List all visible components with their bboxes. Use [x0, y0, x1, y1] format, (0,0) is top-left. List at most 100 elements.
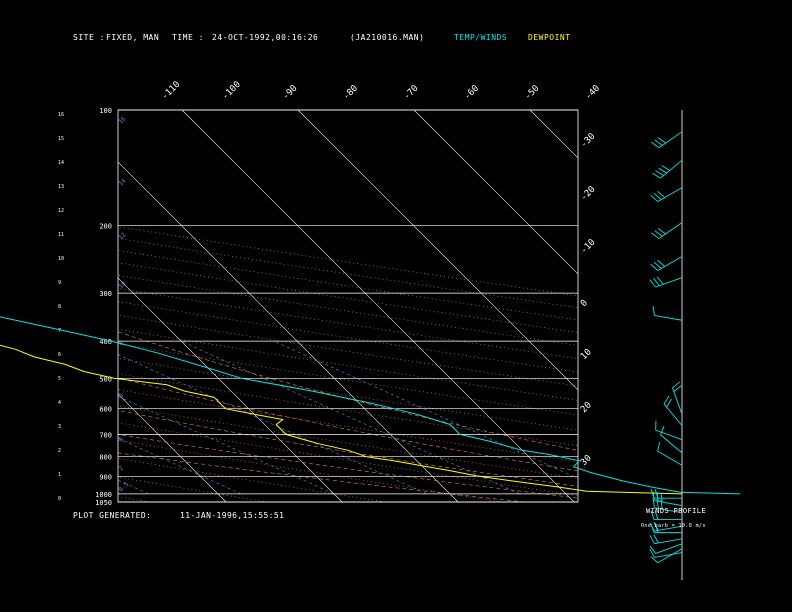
- wind-barb-stroke: [657, 256, 683, 271]
- wind-barb-stroke: [657, 187, 683, 202]
- wind-barb-stroke: [658, 222, 683, 239]
- file-name: (JA210016.MAN): [350, 33, 425, 42]
- mixing-ratio-line: [118, 437, 242, 495]
- moist-adiabat-line: [118, 377, 578, 472]
- isotherm-top-label: -50: [523, 84, 542, 103]
- moist-adiabat-line: [118, 331, 578, 451]
- wind-barb: [649, 276, 683, 288]
- plot-generated-label: PLOT GENERATED:: [73, 511, 152, 520]
- height-tick-label: 2: [58, 448, 61, 454]
- mixing-ratio-line: [118, 354, 427, 495]
- isotherm-line: [181, 110, 575, 502]
- wind-barb-stroke: [651, 141, 660, 149]
- isotherm-right-label: 30: [579, 453, 594, 468]
- wind-barb-stroke: [654, 230, 663, 237]
- isotherm-right-label: 0: [579, 298, 590, 309]
- wind-barb-stroke: [657, 441, 661, 452]
- dry-adiabat-line: [118, 226, 578, 297]
- dry-adiabat-line: [118, 275, 578, 346]
- pressure-tick-label: 600: [99, 406, 112, 414]
- wind-barb-stroke: [666, 398, 672, 408]
- height-tick-label: 3: [58, 424, 61, 430]
- wind-barb-stroke: [663, 395, 670, 405]
- isotherm-top-label: -40: [584, 84, 603, 103]
- wind-barb-stroke: [650, 263, 659, 271]
- wind-barb: [663, 395, 683, 426]
- mixing-ratio-line: [273, 340, 578, 479]
- wind-barb-stroke: [654, 139, 663, 146]
- isotherm-top-label: -60: [463, 84, 482, 103]
- wind-barb-stroke: [654, 552, 683, 558]
- wind-barb: [649, 521, 683, 532]
- altitude-label: 0.5: [117, 481, 130, 494]
- wind-barb-stroke: [652, 305, 655, 316]
- wind-barb-stroke: [673, 385, 682, 392]
- wind-barb: [650, 510, 682, 521]
- dry-adiabat-line: [118, 301, 578, 373]
- wind-barb-stroke: [650, 510, 655, 520]
- isotherm-line: [297, 110, 578, 391]
- wind-barb-stroke: [672, 381, 681, 389]
- wind-barb-stroke: [653, 534, 659, 544]
- pressure-tick-label: 200: [99, 223, 112, 231]
- isotherm-top-label: -80: [342, 84, 361, 103]
- wind-barb-stroke: [657, 227, 666, 235]
- height-tick-label: 5: [58, 376, 61, 382]
- dry-adiabat-line: [118, 389, 578, 463]
- pressure-tick-label: 100: [99, 107, 112, 115]
- dry-adiabat-line: [118, 287, 578, 359]
- time-value: 24-OCT-1992,00:16:26: [212, 33, 319, 42]
- wind-barb-stroke: [660, 425, 665, 436]
- wind-barb-stroke: [656, 499, 659, 509]
- wind-barb-stroke: [657, 137, 666, 144]
- dry-adiabat-line: [118, 405, 578, 479]
- wind-barb-stroke: [653, 521, 659, 531]
- isotherm-right-label: -30: [579, 132, 598, 151]
- winds-profile-title: WINDS PROFILE: [646, 507, 706, 515]
- pressure-tick-label: 300: [99, 290, 112, 298]
- wind-barb-stroke: [650, 488, 655, 499]
- wind-barb: [651, 222, 683, 239]
- site-value: FIXED, MAN: [106, 33, 160, 42]
- wind-barb-stroke: [660, 499, 663, 510]
- pressure-tick-label: 700: [99, 431, 112, 439]
- isotherm-right-label: -10: [579, 238, 598, 257]
- wind-barb-stroke: [655, 170, 664, 177]
- dry-adiabat-line: [118, 476, 268, 502]
- dry-adiabat-line: [118, 262, 578, 333]
- wind-barb-stroke: [653, 192, 662, 200]
- isotherm-line: [646, 110, 792, 502]
- plot-frame: [117, 109, 579, 503]
- wind-barb-stroke: [653, 261, 662, 269]
- isotherm-line: [762, 110, 792, 502]
- isotherm-line: [118, 161, 459, 502]
- wind-barb-stroke: [649, 545, 657, 554]
- wind-barb-stroke: [655, 543, 683, 554]
- wind-barb: [652, 305, 683, 321]
- wind-barb: [650, 488, 682, 499]
- dry-adiabat-line: [118, 496, 150, 502]
- wind-barb-stroke: [649, 522, 655, 532]
- dewpoint-legend: DEWPOINT: [528, 33, 571, 42]
- wind-barb: [649, 548, 683, 558]
- winds-profile-note: One barb = 10.0 m/s: [641, 523, 706, 529]
- dry-adiabat-line: [118, 314, 578, 387]
- wind-barb-stroke: [654, 510, 659, 520]
- wind-barb: [652, 498, 683, 514]
- wind-barb-stroke: [654, 500, 683, 506]
- height-tick-label: 4: [58, 400, 61, 406]
- time-label: TIME :: [172, 33, 204, 42]
- dry-adiabat-line: [118, 250, 578, 321]
- isotherm-top-label: -90: [281, 84, 300, 103]
- wind-barb-stroke: [657, 190, 665, 198]
- height-tick-label: 7: [58, 328, 61, 334]
- wind-barb-stroke: [663, 403, 683, 426]
- wind-barb: [672, 381, 683, 415]
- height-tick-label: 11: [58, 232, 64, 238]
- isotherm-line: [118, 393, 227, 502]
- height-tick-label: 9: [58, 280, 61, 286]
- wind-barb-stroke: [658, 131, 683, 149]
- wind-barb: [650, 187, 683, 202]
- dewpoint-profile: [0, 344, 682, 495]
- plot-generated-value: 11-JAN-1996,15:55:51: [180, 511, 285, 520]
